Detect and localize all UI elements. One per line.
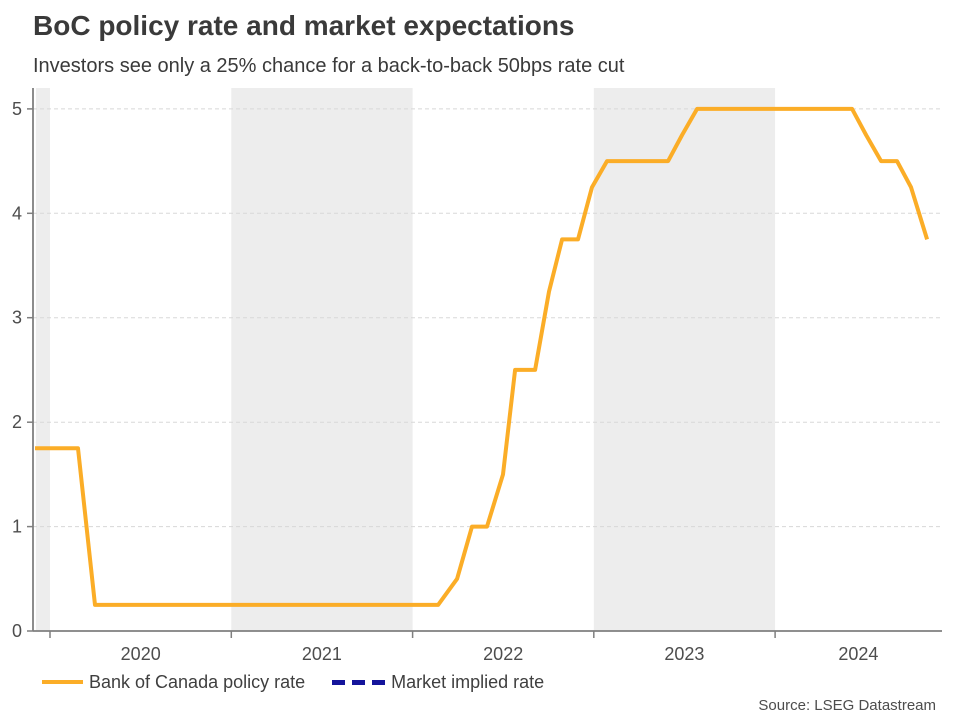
- y-tick-label: 0: [12, 621, 22, 641]
- x-tick-label: 2021: [302, 644, 342, 664]
- y-tick-label: 1: [12, 517, 22, 537]
- series-line-policy-rate: [35, 106, 930, 607]
- y-tick-label: 2: [12, 412, 22, 432]
- legend-item-market-implied: Market implied rate: [332, 672, 544, 692]
- x-tick-label: 2022: [483, 644, 523, 664]
- legend-label-market-implied: Market implied rate: [391, 672, 545, 692]
- source-credit: Source: LSEG Datastream: [758, 697, 936, 714]
- legend: Bank of Canada policy rate Market implie…: [42, 672, 544, 692]
- y-tick-label: 5: [12, 99, 22, 119]
- year-shading-band: [593, 88, 776, 631]
- page-subtitle: Investors see only a 25% chance for a ba…: [33, 55, 625, 77]
- y-tick-label: 3: [12, 308, 22, 328]
- policy-rate-line-swatch: [42, 680, 83, 684]
- legend-item-policy-rate: Bank of Canada policy rate: [42, 672, 305, 692]
- page-title: BoC policy rate and market expectations: [33, 10, 575, 41]
- year-shading-band: [231, 88, 413, 631]
- legend-label-policy-rate: Bank of Canada policy rate: [89, 672, 306, 692]
- x-tick-label: 2020: [121, 644, 161, 664]
- x-tick-label: 2024: [838, 644, 878, 664]
- year-shading-band: [35, 88, 50, 631]
- market-implied-line-swatch: [332, 679, 386, 685]
- y-tick-label: 4: [12, 203, 22, 223]
- x-tick-label: 2023: [664, 644, 704, 664]
